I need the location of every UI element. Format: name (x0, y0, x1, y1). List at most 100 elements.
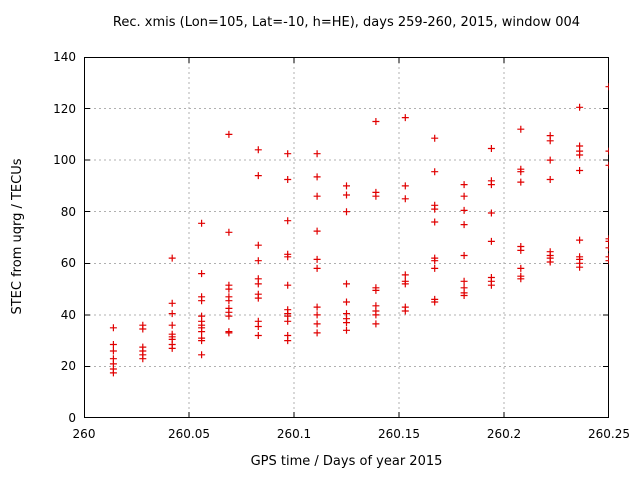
data-point-marker (487, 281, 495, 289)
data-point-marker (576, 263, 584, 271)
data-point-marker (517, 264, 525, 272)
data-point-marker (343, 280, 350, 288)
data-point-marker (372, 286, 380, 294)
data-point-marker (343, 208, 350, 216)
data-point-marker (284, 253, 292, 261)
data-point-marker (460, 192, 468, 200)
data-point-marker (168, 299, 176, 307)
data-point-marker (401, 271, 409, 279)
data-point-marker (343, 298, 350, 306)
data-point-marker (576, 151, 584, 159)
x-tick-label: 260 (72, 427, 96, 441)
data-point-marker (401, 114, 409, 122)
data-point-marker (372, 118, 380, 125)
data-point-marker (431, 134, 439, 142)
data-point-marker (372, 192, 380, 200)
data-point-marker (139, 325, 147, 333)
data-point-marker (225, 312, 233, 320)
data-point-marker (546, 156, 554, 164)
data-point-marker (254, 172, 262, 180)
data-point-marker (431, 298, 439, 306)
y-tick-label: 0 (68, 411, 76, 425)
x-tick-label: 260.05 (168, 427, 210, 441)
data-point-marker (254, 323, 262, 330)
data-point-marker (605, 147, 609, 155)
data-point-marker (605, 161, 609, 169)
data-point-marker (460, 292, 468, 299)
data-point-marker (431, 257, 439, 265)
data-point-marker (343, 182, 350, 190)
data-point-marker (605, 237, 609, 245)
data-point-marker (517, 168, 525, 176)
data-point-marker (225, 297, 233, 305)
data-point-marker (576, 103, 584, 111)
data-point-marker (605, 235, 609, 243)
data-point-marker (198, 219, 206, 227)
data-point-marker (284, 281, 292, 289)
data-point-marker (109, 347, 117, 355)
data-point-marker (517, 125, 525, 133)
data-point-marker (284, 217, 292, 225)
data-point-marker (517, 178, 525, 186)
x-axis-label: GPS time / Days of year 2015 (250, 454, 443, 469)
data-point-marker (487, 145, 495, 152)
data-point-marker (313, 264, 321, 272)
data-point-marker (168, 310, 176, 318)
data-point-marker (313, 255, 321, 263)
data-point-marker (313, 303, 321, 311)
data-point-marker (168, 254, 176, 262)
data-point-marker (546, 258, 554, 266)
data-point-marker (139, 355, 147, 363)
data-point-marker (313, 150, 321, 158)
data-point-marker (605, 244, 609, 252)
data-point-marker (198, 297, 206, 305)
data-point-marker (460, 181, 468, 189)
data-point-marker (487, 237, 495, 245)
data-point-marker (313, 311, 321, 319)
data-point-marker (254, 280, 262, 288)
y-tick-label: 60 (60, 256, 76, 271)
data-point-marker (109, 324, 117, 332)
data-point-marker (401, 307, 409, 315)
data-point-marker (284, 317, 292, 325)
x-tick-label: 260.25 (588, 427, 630, 441)
data-point-marker (460, 206, 468, 214)
data-point-marker (460, 277, 468, 285)
data-point-marker (431, 205, 439, 213)
chart-title: Rec. xmis (Lon=105, Lat=-10, h=HE), days… (112, 15, 581, 30)
data-point-marker (343, 319, 350, 327)
data-point-marker (517, 275, 525, 283)
data-point-marker (372, 320, 380, 328)
data-point-marker (284, 176, 292, 183)
data-point-marker (343, 326, 350, 334)
data-point-marker (198, 328, 206, 336)
data-point-marker (313, 173, 321, 181)
data-point-marker (313, 192, 321, 200)
data-point-marker (401, 182, 409, 190)
data-point-marker (401, 195, 409, 203)
data-point-marker (225, 130, 233, 138)
data-point-marker (546, 137, 554, 145)
data-point-marker (372, 311, 380, 319)
data-point-marker (168, 321, 176, 329)
y-tick-label: 120 (53, 101, 76, 116)
data-point-marker (487, 181, 495, 189)
data-point-marker (109, 369, 117, 377)
data-point-marker (431, 218, 439, 226)
data-point-marker (254, 294, 262, 302)
data-point-marker (109, 341, 117, 348)
data-point-marker (460, 252, 468, 259)
data-point-marker (198, 351, 206, 359)
data-point-marker (576, 167, 584, 174)
data-point-marker (605, 253, 609, 261)
y-tick-label: 140 (53, 50, 76, 64)
y-tick-label: 40 (60, 307, 76, 322)
data-point-marker (284, 150, 292, 158)
plot-area (84, 57, 609, 418)
data-point-marker (576, 236, 584, 244)
data-point-marker (254, 241, 262, 249)
data-point-marker (460, 221, 468, 229)
data-point-marker (431, 264, 439, 272)
data-point-marker (225, 228, 233, 236)
data-point-marker (401, 280, 409, 288)
